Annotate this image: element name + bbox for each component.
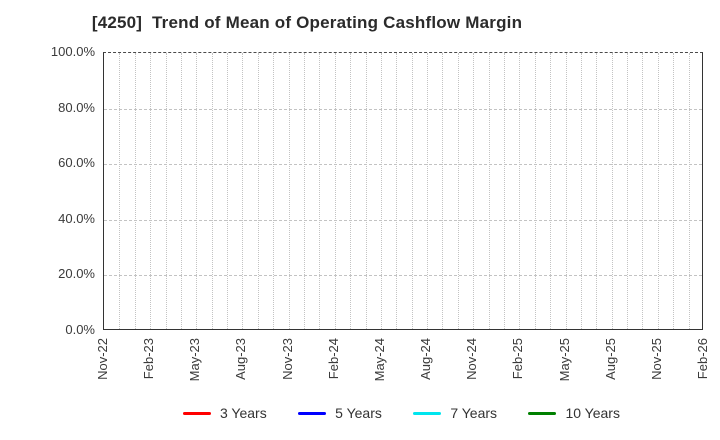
gridline-vertical	[350, 53, 352, 329]
gridline-vertical	[119, 53, 121, 329]
x-tick-label: Feb-23	[141, 338, 157, 380]
gridline-vertical	[534, 53, 536, 329]
legend: 3 Years 5 Years 7 Years 10 Years	[183, 404, 620, 422]
x-tick-label: Aug-24	[418, 338, 434, 380]
x-tick-label: Feb-24	[325, 338, 341, 380]
legend-item: 10 Years	[528, 405, 620, 421]
gridline-vertical	[442, 53, 444, 329]
gridline-horizontal	[104, 275, 702, 277]
legend-line-swatch	[298, 411, 327, 415]
gridline-horizontal	[104, 164, 702, 166]
gridline-vertical	[627, 53, 629, 329]
gridline-vertical	[473, 53, 475, 329]
gridline-vertical	[642, 53, 644, 329]
x-tick-label: Nov-24	[464, 338, 480, 380]
x-tick-label: May-24	[371, 338, 387, 382]
gridline-vertical	[580, 53, 582, 329]
gridline-vertical	[565, 53, 567, 329]
plot-area	[103, 52, 703, 330]
legend-line-swatch	[183, 411, 211, 415]
gridline-vertical	[304, 53, 305, 329]
gridline-vertical	[673, 53, 675, 329]
gridline-vertical	[365, 53, 367, 329]
gridline-vertical	[165, 53, 167, 329]
legend-label: 10 Years	[565, 405, 620, 421]
gridline-vertical	[688, 53, 690, 329]
x-tick-label: Aug-23	[233, 338, 249, 380]
gridline-vertical	[550, 53, 552, 329]
y-tick-label: 40.0%	[58, 210, 95, 226]
x-tick-label: Feb-25	[510, 338, 526, 380]
legend-label: 7 Years	[450, 405, 498, 421]
gridline-vertical	[334, 53, 336, 329]
legend-line-swatch	[528, 411, 557, 415]
gridline-vertical	[196, 53, 198, 329]
gridline-vertical	[273, 53, 275, 329]
gridline-vertical	[519, 53, 521, 329]
gridline-vertical	[211, 53, 213, 329]
legend-item: 3 Years	[183, 405, 267, 421]
gridline-vertical	[227, 53, 229, 329]
gridline-horizontal	[104, 219, 702, 221]
gridline-vertical	[180, 53, 182, 329]
gridline-vertical	[288, 53, 290, 329]
x-tick-label: Aug-25	[602, 338, 618, 380]
gridline-vertical	[457, 53, 459, 329]
gridline-vertical	[596, 53, 598, 329]
x-tick-label: Nov-23	[279, 338, 295, 380]
gridline-vertical	[488, 53, 490, 329]
legend-item: 5 Years	[298, 405, 382, 421]
x-tick-label: May-23	[187, 338, 203, 382]
x-tick-label: Feb-26	[695, 338, 710, 380]
gridline-vertical	[657, 53, 659, 329]
y-tick-label: 60.0%	[58, 155, 95, 171]
y-tick-label: 100.0%	[50, 44, 95, 59]
gridline-vertical	[380, 53, 382, 329]
gridline-vertical	[319, 53, 321, 329]
gridline-vertical	[411, 53, 413, 329]
x-tick-label: May-25	[556, 338, 572, 382]
gridline-vertical	[427, 53, 429, 329]
gridline-vertical	[396, 53, 398, 329]
gridline-vertical	[611, 53, 613, 329]
legend-label: 3 Years	[220, 405, 267, 421]
chart-title: [4250] Trend of Mean of Operating Cashfl…	[91, 13, 523, 32]
x-tick-label: Nov-25	[648, 338, 664, 380]
legend-item: 7 Years	[413, 405, 497, 421]
gridline-horizontal	[104, 108, 702, 110]
legend-label: 5 Years	[335, 405, 382, 421]
y-tick-label: 80.0%	[58, 99, 95, 115]
gridline-vertical	[242, 53, 244, 329]
gridline-vertical	[257, 53, 259, 329]
gridline-vertical	[134, 53, 136, 329]
y-tick-label: 20.0%	[58, 266, 95, 282]
y-tick-label: 0.0%	[65, 322, 95, 337]
gridline-vertical	[504, 53, 505, 329]
x-tick-label: Nov-22	[95, 338, 110, 380]
legend-line-swatch	[413, 411, 442, 415]
gridline-vertical	[150, 53, 152, 329]
